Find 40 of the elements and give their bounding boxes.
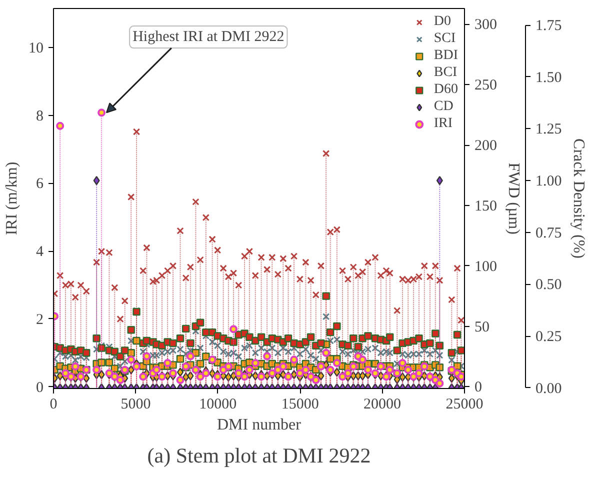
y2-tick-label: 200 bbox=[474, 138, 497, 154]
y3-tick-label: 1.75 bbox=[536, 18, 562, 34]
y-tick-label: 4 bbox=[36, 244, 44, 260]
legend-label: IRI bbox=[434, 116, 454, 132]
x-tick-label: 5000 bbox=[120, 396, 151, 412]
legend-label: D0 bbox=[434, 14, 452, 30]
legend-label: SCI bbox=[434, 31, 456, 47]
x-axis-title: DMI number bbox=[217, 416, 302, 434]
x-tick-label: 25000 bbox=[446, 396, 484, 412]
y2-tick-label: 250 bbox=[474, 78, 497, 94]
y2-tick-label: 50 bbox=[474, 319, 490, 336]
y-tick-label: 0 bbox=[36, 380, 44, 396]
y2-tick-label: 300 bbox=[474, 17, 497, 34]
y-tick-label: 10 bbox=[28, 40, 44, 57]
legend-label: BDI bbox=[434, 48, 458, 64]
y3-tick-label: 1.00 bbox=[536, 174, 562, 190]
y3-tick-label: 0.75 bbox=[536, 225, 562, 242]
annotation: Highest IRI at DMI 2922 bbox=[132, 29, 284, 46]
y-tick-label: 8 bbox=[36, 108, 44, 124]
y3-axis-title: Crack Density (%) bbox=[570, 138, 587, 258]
y2-axis-title: FWD (µm) bbox=[505, 162, 522, 234]
text: (a) Stem plot at DMI 2922 bbox=[147, 444, 371, 468]
x-tick-label: 15000 bbox=[281, 396, 319, 412]
y-tick-label: 2 bbox=[36, 312, 44, 328]
x-tick-label: 20000 bbox=[364, 396, 402, 412]
legend-label: BCI bbox=[434, 65, 458, 81]
legend-label: D60 bbox=[434, 82, 458, 98]
legend-label: CD bbox=[434, 99, 454, 115]
y3-tick-label: 0.50 bbox=[536, 277, 562, 294]
x-tick-label: 0 bbox=[50, 396, 58, 412]
y2-tick-label: 150 bbox=[474, 198, 497, 214]
y3-tick-label: 0.25 bbox=[536, 329, 562, 346]
y2-tick-label: 0 bbox=[474, 380, 482, 396]
x-tick-label: 10000 bbox=[199, 396, 237, 412]
y-tick-label: 6 bbox=[36, 176, 44, 192]
y3-tick-label: 1.50 bbox=[536, 70, 562, 86]
y2-tick-label: 100 bbox=[474, 258, 497, 275]
y3-tick-label: 1.25 bbox=[536, 122, 562, 138]
y3-tick-label: 0.00 bbox=[536, 380, 562, 397]
y-axis-title: IRI (m/km) bbox=[4, 162, 20, 236]
